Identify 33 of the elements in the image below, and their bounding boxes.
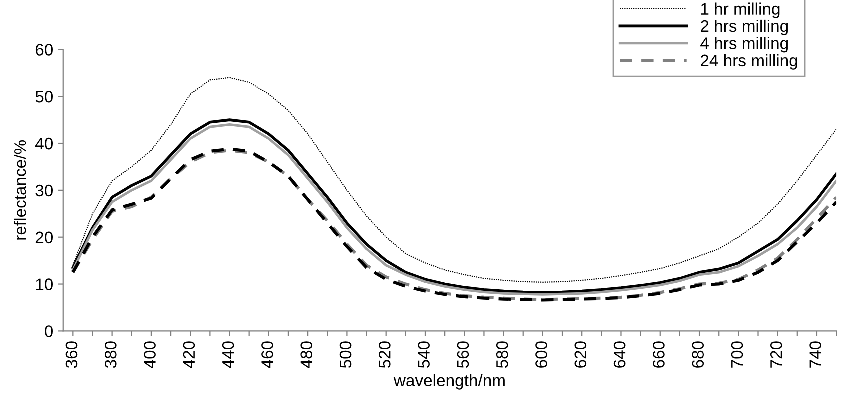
x-tick-label: 400: [144, 342, 156, 368]
legend-label: 24 hrs milling: [701, 54, 798, 70]
x-tick-label: 620: [574, 342, 587, 368]
y-tick-label: 10: [36, 278, 54, 290]
y-tick-label: 60: [36, 44, 54, 56]
x-tick-label: 460: [262, 342, 274, 368]
y-tick-label: 40: [36, 138, 54, 150]
x-tick-label: 440: [222, 342, 234, 368]
x-tick-label: 520: [379, 342, 391, 368]
x-tick-label: 660: [653, 342, 665, 368]
x-tick-label: 560: [457, 342, 470, 368]
y-tick-label: 20: [36, 232, 54, 244]
x-axis-title: wavelength/nm: [394, 374, 505, 390]
legend-label: 1 hr milling: [701, 2, 780, 18]
y-tick-label: 30: [36, 184, 54, 197]
x-tick-label: 740: [810, 342, 822, 368]
x-tick-label: 680: [692, 342, 704, 368]
y-tick-label: 50: [36, 91, 54, 103]
x-tick-label: 420: [183, 342, 196, 368]
y-tick-label: 0: [45, 326, 53, 338]
x-tick-label: 600: [536, 342, 548, 368]
x-tick-label: 540: [418, 342, 430, 368]
x-tick-label: 500: [340, 342, 352, 368]
legend-label: 2 hrs milling: [701, 20, 788, 36]
x-tick-label: 480: [300, 342, 313, 368]
x-tick-label: 720: [770, 342, 782, 368]
x-tick-label: 580: [496, 342, 508, 368]
x-tick-label: 380: [104, 342, 117, 368]
legend-label: 4 hrs milling: [700, 37, 788, 53]
x-tick-label: 360: [66, 342, 78, 368]
x-tick-label: 700: [731, 342, 744, 368]
x-tick-label: 640: [614, 342, 626, 368]
y-axis-title: reflectance/%: [14, 140, 26, 240]
